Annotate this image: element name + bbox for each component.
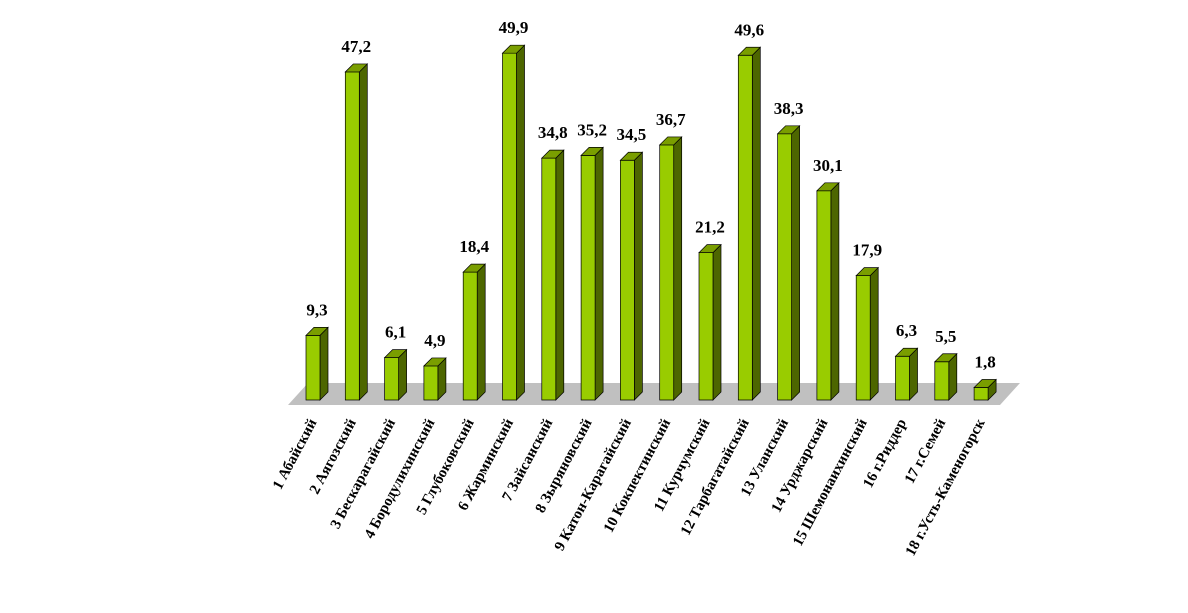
bar-side-face — [830, 181, 840, 401]
bar-side-face — [398, 348, 407, 401]
value-label: 38,3 — [774, 99, 804, 118]
value-label: 47,2 — [341, 37, 371, 56]
bar-side-face — [476, 263, 486, 401]
value-label: 30,1 — [813, 156, 843, 175]
bar-front-face — [934, 361, 950, 401]
bar-front-face — [620, 159, 635, 401]
chart-bar — [737, 46, 762, 401]
value-label: 1,8 — [974, 352, 995, 371]
bar-side-face — [712, 243, 722, 401]
value-label: 18,4 — [459, 237, 489, 256]
bar-top-face — [501, 44, 526, 54]
bars-group — [305, 44, 997, 401]
bar-side-face — [594, 146, 604, 401]
category-tick-label: 15 Шемонаихинский — [790, 416, 871, 549]
value-label: 9,3 — [306, 300, 327, 319]
bar-side-face — [869, 266, 879, 401]
bar-top-face — [698, 244, 722, 254]
chart-bar — [540, 149, 565, 401]
value-labels-group: 9,3 47,2 6,1 4,9 18,4 49,9 34,8 35,2 34,5 36,7 21,… — [306, 18, 995, 371]
value-label: 17,9 — [852, 241, 882, 260]
bar-front-face — [502, 52, 517, 401]
bar-top-face — [383, 349, 408, 358]
chart-bar — [423, 357, 447, 401]
bar-front-face — [698, 252, 714, 401]
bar-top-face — [619, 151, 644, 161]
value-label: 4,9 — [424, 331, 445, 350]
bar-front-face — [895, 355, 910, 401]
chart-bar — [580, 146, 604, 401]
bar-top-face — [855, 267, 880, 276]
bar-side-face — [673, 136, 683, 401]
chart-bar — [698, 243, 722, 401]
chart-bar — [462, 263, 487, 401]
bar-front-face — [737, 54, 753, 401]
bar-top-face — [737, 46, 762, 56]
bar-side-face — [634, 151, 643, 401]
bar-top-face — [816, 182, 840, 192]
value-label: 49,9 — [499, 18, 529, 37]
bar-top-face — [933, 353, 958, 363]
chart-bar — [973, 378, 997, 401]
chart-bar — [894, 347, 919, 401]
bar-side-face — [516, 44, 525, 401]
bar-front-face — [384, 357, 399, 401]
bar-side-face — [358, 63, 368, 401]
value-label: 34,5 — [617, 125, 647, 144]
bar-top-face — [423, 357, 447, 367]
value-label: 6,3 — [896, 321, 917, 340]
bar-front-face — [973, 387, 989, 401]
chart-bar — [776, 124, 801, 401]
bar-top-face — [973, 379, 997, 388]
bar-side-face — [555, 149, 565, 401]
bar-front-face — [659, 144, 675, 401]
value-label: 6,1 — [385, 323, 406, 342]
bar-top-face — [462, 263, 487, 273]
bar-front-face — [580, 155, 596, 401]
chart-bar — [305, 326, 329, 401]
bar-top-face — [658, 136, 683, 146]
value-label: 36,7 — [656, 110, 686, 129]
bar-side-face — [751, 46, 761, 401]
bar-top-face — [305, 327, 329, 336]
chart-bar — [344, 63, 369, 401]
bar-side-face — [319, 326, 329, 401]
bar-top-face — [776, 125, 801, 135]
value-label: 34,8 — [538, 123, 568, 142]
value-label: 49,6 — [734, 20, 764, 39]
bar-side-face — [909, 347, 918, 401]
bar-front-face — [423, 365, 439, 401]
bar-front-face — [541, 157, 557, 401]
value-label: 21,2 — [695, 218, 725, 237]
bar-side-face — [791, 124, 800, 401]
bar-top-face — [894, 347, 919, 357]
chart-bar — [619, 151, 644, 401]
value-label: 35,2 — [577, 120, 607, 139]
bar-front-face — [344, 71, 360, 401]
category-tick-label: 18 г.Усть-Каменогорск — [903, 416, 989, 559]
bar-front-face — [855, 275, 871, 401]
chart-bar — [383, 348, 408, 401]
bar-front-face — [816, 190, 832, 401]
bar-front-face — [305, 335, 321, 401]
chart-bar — [501, 44, 526, 401]
chart-bar — [855, 266, 880, 401]
value-label: 5,5 — [935, 327, 956, 346]
bar-top-face — [344, 63, 369, 73]
bar-front-face — [777, 133, 792, 401]
chart-bar — [933, 352, 958, 401]
bar-front-face — [462, 271, 478, 401]
bar-top-face — [540, 149, 565, 159]
bar-top-face — [580, 147, 604, 156]
chart-bar — [658, 136, 683, 401]
category-tick-label: 4 Бородулихинский — [362, 416, 439, 541]
chart-bar — [816, 181, 840, 401]
